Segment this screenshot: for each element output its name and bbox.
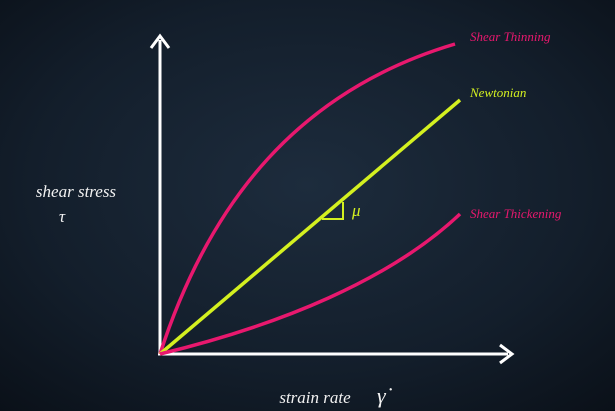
y-axis-label: shear stress (36, 182, 117, 201)
slope-triangle (322, 202, 344, 220)
shear-thinning-curve (158, 42, 456, 355)
y-axis-symbol: τ (59, 207, 66, 226)
y-axis-arrow (149, 33, 171, 49)
shear-thickening-curve (159, 212, 462, 356)
x-axis-arrow (499, 343, 515, 365)
curve-label: Shear Thickening (470, 206, 562, 221)
curve-label: Shear Thinning (470, 29, 551, 44)
slope-label: μ (351, 201, 361, 220)
curve-label: Newtonian (469, 85, 526, 100)
newtonian-line (158, 98, 462, 356)
x-axis-label: strain rate (279, 388, 351, 407)
